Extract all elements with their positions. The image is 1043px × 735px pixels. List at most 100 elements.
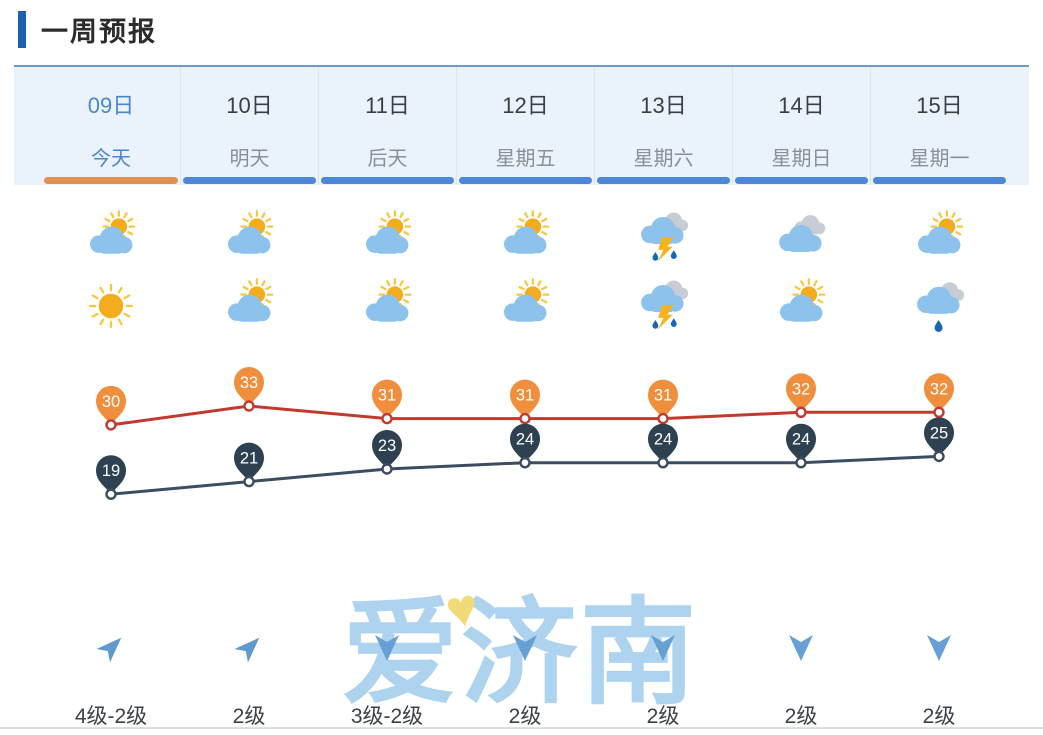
svg-text:24: 24 [516,431,534,449]
tab-date: 09日 [87,93,135,118]
daytime-weather-cell [318,210,456,266]
day-tab-14日[interactable]: 14日星期日 [732,67,870,185]
tab-date: 11日 [365,93,410,118]
wind-level-label: 2级 [922,705,956,728]
wind-arrow-down-icon [375,635,399,661]
wind-direction-cell [180,629,318,667]
daytime-weather-cell [180,210,318,266]
temp-pin: 30 [96,385,126,431]
day-tab-10日[interactable]: 10日明天 [180,67,318,185]
svg-text:25: 25 [930,424,948,442]
wind-direction-cell [870,629,1008,667]
sunny-icon [88,283,134,329]
day-tab-13日[interactable]: 13日星期六 [594,67,732,185]
tab-weekday: 星期日 [771,148,832,170]
partly-cloudy-icon [780,278,826,322]
tab-underline [873,177,1006,184]
wind-direction-cell [594,629,732,667]
temp-pin: 31 [372,379,402,425]
thunderstorm-icon [641,212,689,262]
wind-arrow-down-icon [651,635,675,661]
wind-direction-cell [318,629,456,667]
svg-text:33: 33 [240,374,258,392]
daytime-weather-icon-row [14,210,1029,266]
svg-text:21: 21 [240,450,258,468]
tab-date: 12日 [502,93,549,118]
svg-text:23: 23 [378,437,396,455]
tab-date: 15日 [916,93,963,118]
daytime-weather-cell [42,210,180,266]
partly-cloudy-icon [228,278,274,322]
wind-level-row: 4级-2级 2级 3级-2级 2级 2级 2级 2级 [14,700,1029,730]
day-tab-15日[interactable]: 15日星期一 [870,67,1008,185]
nighttime-weather-cell [180,278,318,334]
svg-text:24: 24 [654,431,672,449]
temp-pin: 32 [786,373,816,418]
page-title: 一周预报 [41,16,157,47]
nighttime-weather-cell [318,278,456,334]
tab-date: 10日 [226,93,273,118]
forecast-panel: 09日 今天 10日 明天 11日 后天 12日 星期五 13日 星期六 14日 星期日 15日 星期一 … [14,65,1029,730]
daytime-weather-cell [594,210,732,266]
title-row: 一周预报 [0,0,1043,49]
wind-level-label: 3级-2级 [350,705,424,728]
wind-level-label: 2级 [784,705,818,728]
svg-text:32: 32 [792,380,810,398]
temp-pin: 24 [510,423,540,469]
wind-arrow-down-icon [513,635,537,661]
tab-date: 13日 [640,93,687,118]
svg-text:31: 31 [516,387,534,405]
wind-arrow-ne-icon [234,637,260,663]
svg-text:31: 31 [378,387,396,405]
temp-pin: 24 [648,423,678,469]
temp-pin: 23 [372,430,402,475]
rain-icon [917,282,965,332]
partly-cloudy-icon [366,210,412,254]
tab-weekday: 明天 [229,148,270,170]
nighttime-weather-cell [456,278,594,334]
svg-text:24: 24 [792,431,810,449]
wind-direction-cell [732,629,870,667]
partly-cloudy-icon [504,278,550,322]
tab-date: 14日 [778,93,825,118]
partly-cloudy-icon [228,210,274,254]
day-tab-09日[interactable]: 09日今天 [42,67,180,185]
tab-weekday: 星期六 [633,148,694,170]
tab-weekday: 星期一 [909,148,970,170]
partly-cloudy-icon [918,210,964,254]
tab-underline [183,177,316,184]
svg-text:19: 19 [102,462,120,480]
day-tab-11日[interactable]: 11日 后天 [318,67,456,185]
tab-underline [597,177,730,184]
partly-cloudy-icon [366,278,412,322]
temp-pin: 24 [786,423,816,469]
wind-level-label: 2级 [508,705,542,728]
temp-pin: 21 [234,442,264,488]
wind-direction-row [14,629,1029,667]
nighttime-weather-cell [870,278,1008,334]
temp-pin: 32 [924,373,954,418]
day-tab-12日[interactable]: 12日星期五 [456,67,594,185]
tab-underline [459,177,592,184]
nighttime-weather-cell [732,278,870,334]
svg-text:32: 32 [930,380,948,398]
wind-direction-cell [456,629,594,667]
temp-pin: 31 [510,379,540,425]
temp-pin: 25 [924,417,954,463]
wind-arrow-ne-icon [96,637,122,663]
daytime-weather-cell [732,210,870,266]
partly-cloudy-icon [504,210,550,254]
wind-level-label: 2级 [232,705,266,728]
tab-underline [735,177,868,184]
wind-arrow-down-icon [789,635,813,661]
nighttime-weather-cell [42,278,180,334]
tab-weekday: 今天 [91,148,131,170]
partly-cloudy-icon [90,210,136,254]
cloudy-icon [779,215,826,252]
wind-arrow-down-icon [927,635,951,661]
tab-weekday: 星期五 [495,148,556,170]
svg-text:30: 30 [102,393,120,411]
temperature-chart: 30 33 31 31 31 32 32 19 21 23 24 24 24 25 [96,367,954,500]
daytime-weather-cell [870,210,1008,266]
